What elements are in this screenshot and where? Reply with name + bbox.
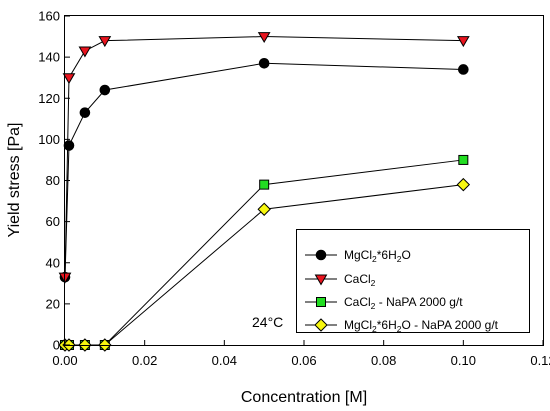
temperature-annotation: 24°C	[252, 314, 283, 330]
x-tick-label: 0.06	[291, 353, 316, 368]
y-tick-label: 80	[46, 173, 60, 188]
legend-entry: MgCl2*6H2O - NaPA 2000 g/t	[305, 318, 499, 334]
legend-label-part: O - NaPA 2000 g/t	[402, 318, 499, 332]
legend-entry: CaCl2 - NaPA 2000 g/t	[305, 295, 463, 311]
y-tick-label: 120	[38, 91, 60, 106]
legend-label-part: 2	[397, 324, 402, 334]
y-axis-label: Yield stress [Pa]	[6, 122, 23, 237]
legend-label: MgCl2*6H2O	[344, 248, 411, 264]
legend-label-part: MgCl	[344, 248, 372, 262]
legend-entry: CaCl2	[305, 272, 376, 288]
legend-marker	[314, 318, 328, 332]
legend-label-part: O	[402, 248, 411, 262]
x-tick-label: 0.02	[132, 353, 157, 368]
legend-label: CaCl2 - NaPA 2000 g/t	[344, 295, 463, 311]
plot-frame	[64, 15, 544, 346]
legend-label-part: 2	[397, 254, 402, 264]
x-axis-label: Concentration [M]	[241, 389, 367, 406]
series-0	[59, 57, 469, 283]
legend-label-part: MgCl	[344, 318, 372, 332]
legend-label-part: 2	[371, 278, 376, 288]
legend-label-part: CaCl	[344, 295, 371, 309]
data-point	[458, 154, 469, 165]
y-axis: 0 20 40 60 80 100 120 140 160	[38, 9, 70, 353]
data-point	[98, 36, 112, 48]
x-tick-label: 0.10	[451, 353, 476, 368]
x-tick-label: 0.08	[371, 353, 396, 368]
data-point	[78, 46, 92, 58]
legend-label-part: - NaPA 2000 g/t	[375, 295, 463, 309]
legend-label-part: *6H	[377, 248, 397, 262]
data-point	[62, 73, 76, 85]
legend-label-part: CaCl	[344, 272, 371, 286]
x-tick-label: 0.04	[212, 353, 237, 368]
legend-entry: MgCl2*6H2O	[305, 248, 411, 264]
legend-label-part: 2	[372, 254, 377, 264]
legend-label-part: 2	[371, 301, 376, 311]
legend-marker	[316, 297, 326, 307]
y-tick-label: 0	[53, 338, 60, 353]
legend-marker	[314, 274, 328, 286]
series-line	[64, 36, 464, 278]
x-axis: 0.00 0.02 0.04 0.06 0.08 0.10 0.12	[52, 340, 550, 368]
data-point	[257, 32, 271, 44]
legend-box	[296, 229, 530, 333]
y-tick-label: 100	[38, 132, 60, 147]
data-point	[257, 202, 271, 216]
data-point	[63, 140, 75, 151]
y-tick-label: 60	[46, 214, 60, 229]
series-1	[58, 32, 470, 284]
legend-label: CaCl2	[344, 272, 376, 288]
data-point	[259, 179, 270, 190]
data-point	[458, 64, 469, 75]
legend-label-part: *6H	[377, 318, 397, 332]
data-point	[79, 107, 91, 118]
x-tick-label: 0.12	[530, 353, 550, 368]
data-point	[258, 57, 270, 69]
data-point	[99, 84, 111, 96]
series-line	[64, 62, 464, 278]
data-point	[456, 36, 470, 48]
legend-label-part: 2	[372, 324, 377, 334]
y-tick-label: 20	[46, 296, 60, 311]
legend-marker	[315, 249, 327, 261]
y-tick-label: 160	[38, 9, 60, 24]
x-tick-label: 0.00	[52, 353, 77, 368]
legend-label: MgCl2*6H2O - NaPA 2000 g/t	[344, 318, 499, 334]
y-tick-label: 140	[38, 50, 60, 65]
data-point	[456, 177, 471, 192]
y-tick-label: 40	[46, 255, 60, 270]
